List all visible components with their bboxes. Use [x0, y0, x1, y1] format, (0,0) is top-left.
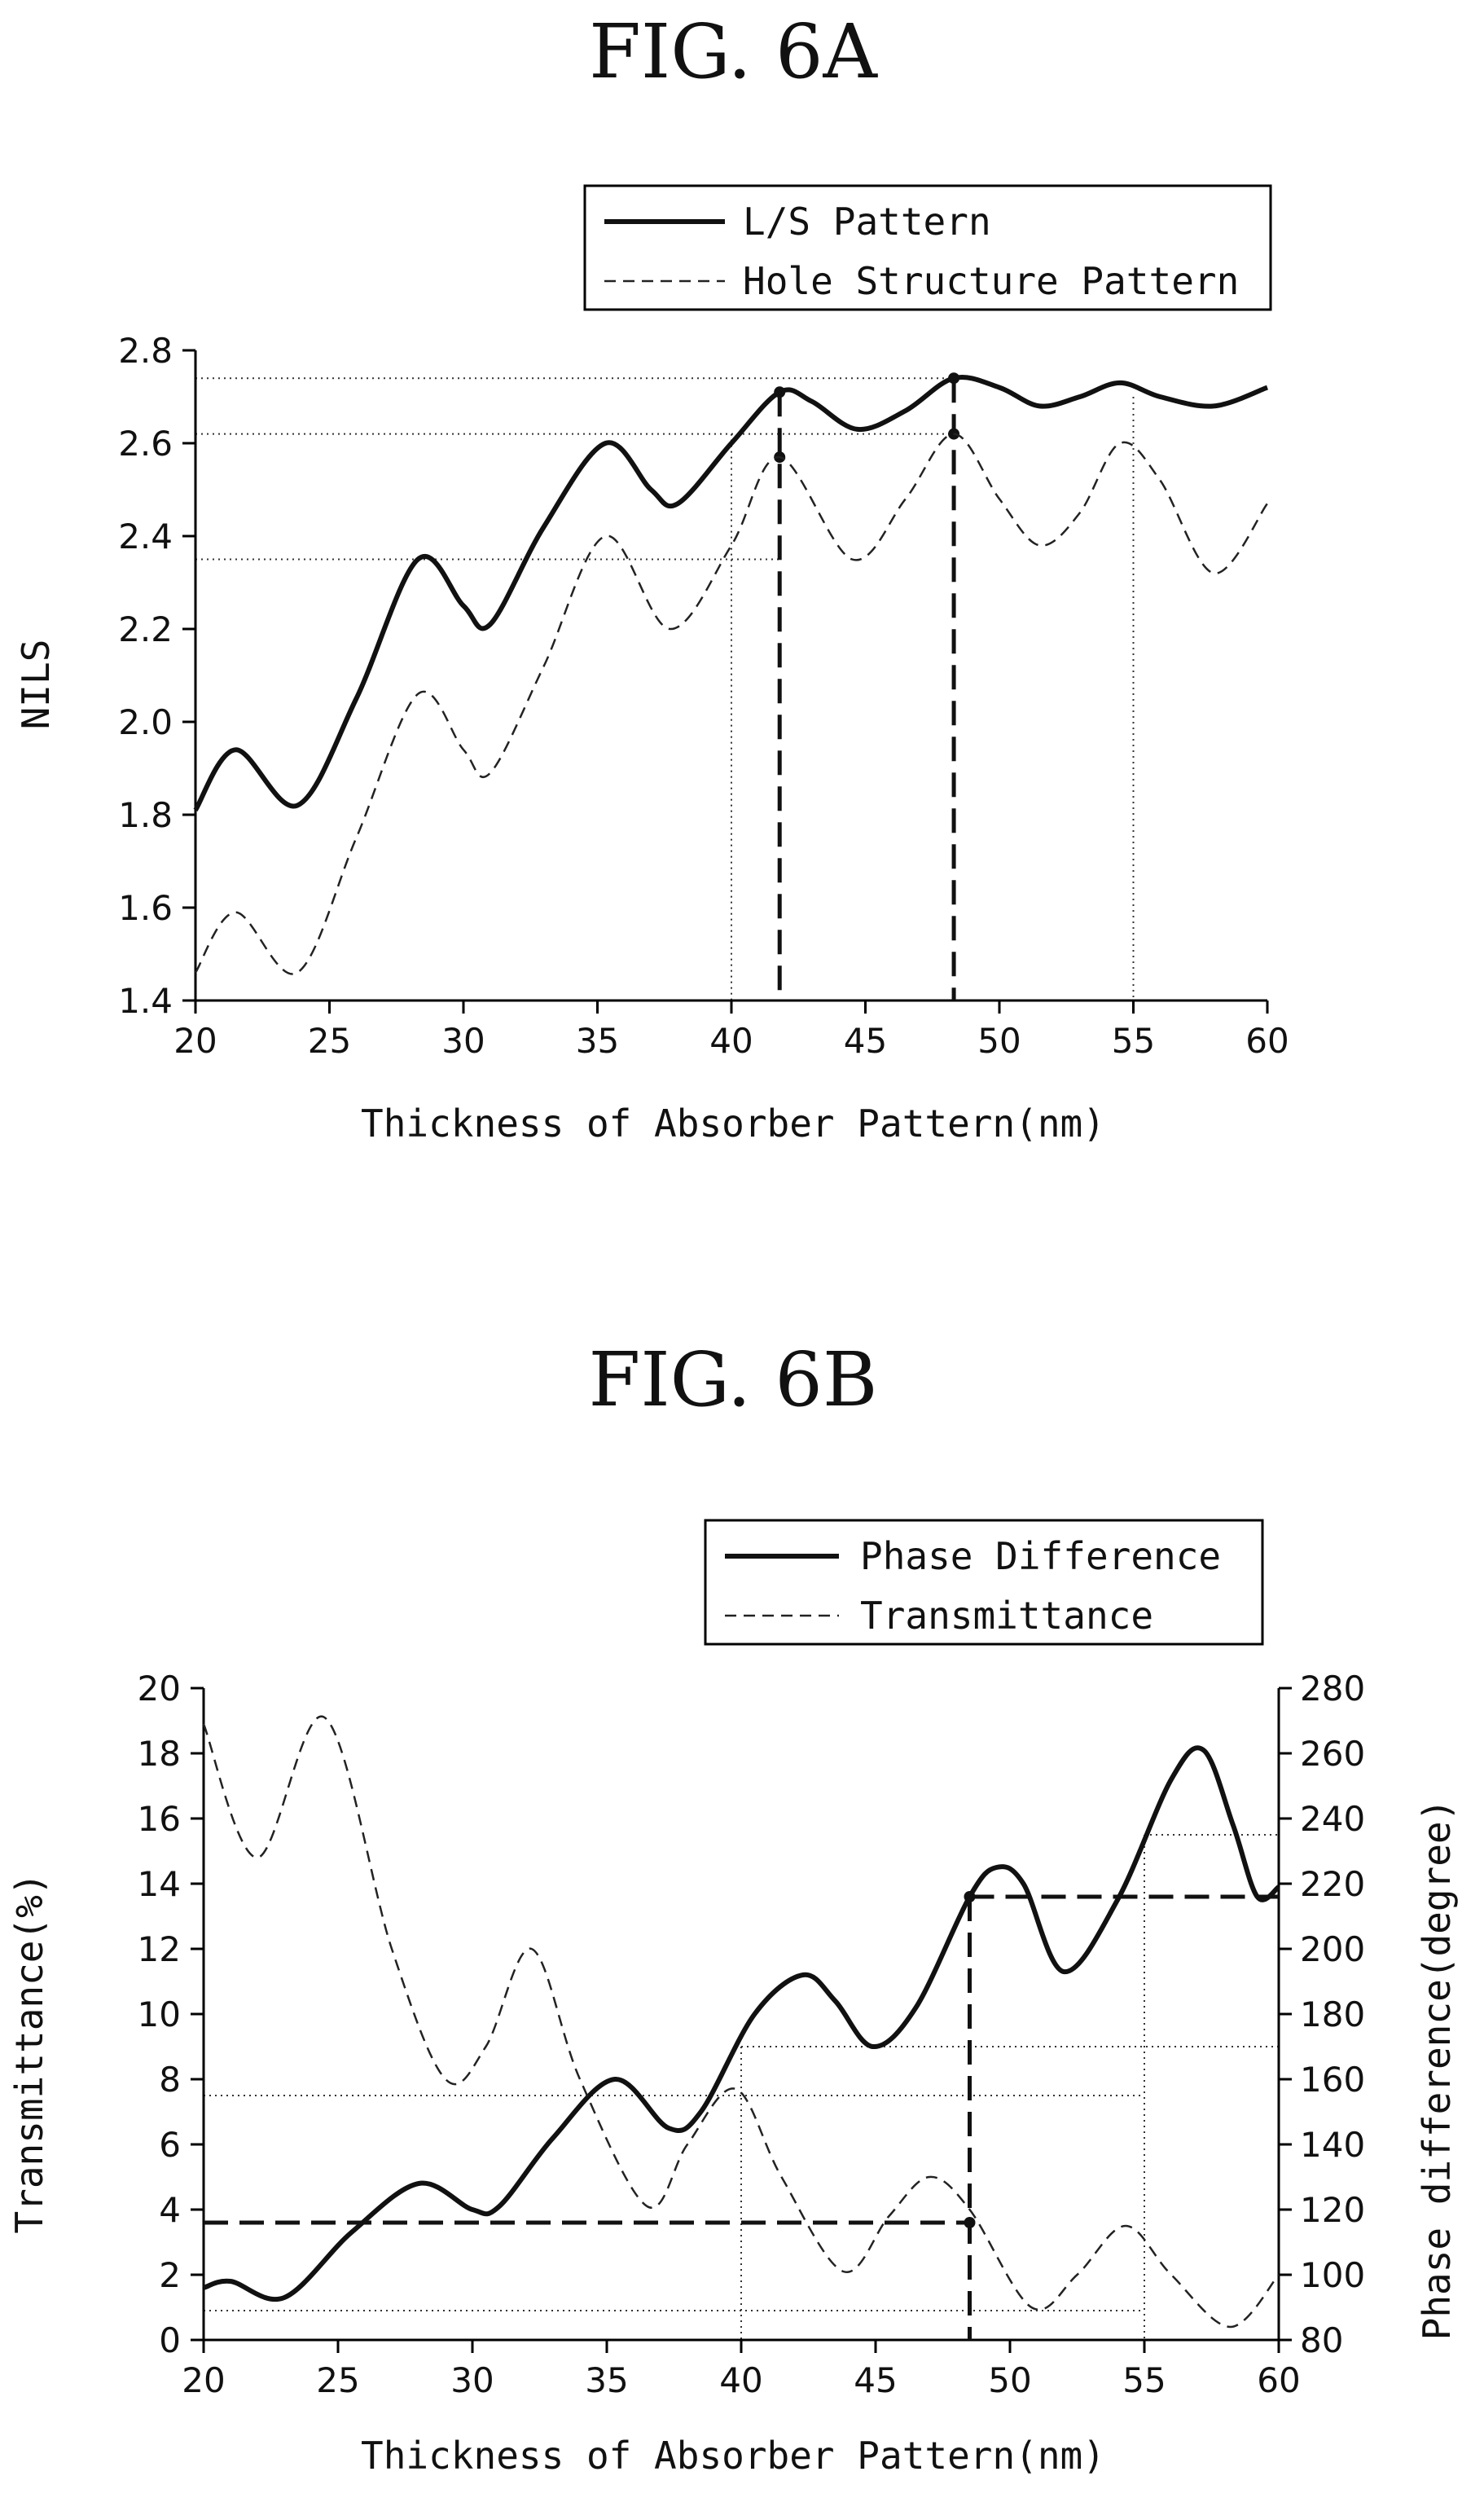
x-tick-label: 25	[316, 2360, 359, 2400]
figure-6a-plot-area: 20 25 30 35 40 45 50 55 60 1.4 1.6 1.8 2.0 2.2 2.4 2.6 2…	[118, 331, 1289, 1061]
legend-label-hole-structure: Hole Structure Pattern	[743, 259, 1239, 303]
x-tick-label: 50	[977, 1021, 1021, 1061]
figure-6b-x-axis-title: Thickness of Absorber Pattern(nm)	[361, 2434, 1105, 2478]
x-tick-label: 30	[441, 1021, 485, 1061]
x-tick-label: 20	[173, 1021, 217, 1061]
x-tick-label: 40	[709, 1021, 753, 1061]
x-tick-label: 40	[719, 2360, 762, 2400]
x-tick-label: 50	[988, 2360, 1031, 2400]
series-line-phase-difference	[203, 1745, 1280, 2302]
x-tick-label: 55	[1122, 2360, 1166, 2400]
x-tick-label: 30	[450, 2360, 494, 2400]
x-tick-label: 35	[585, 2360, 628, 2400]
marker-dot-transmittance	[964, 2217, 976, 2228]
y-tick-label: 2.0	[118, 702, 173, 742]
y2-tick-label: 140	[1300, 2125, 1365, 2165]
figure-6a: FIG. 6A L/S Pattern Hole Structure Patte…	[14, 8, 1289, 1146]
y2-tick-label: 220	[1300, 1864, 1365, 1904]
y-tick-label: 2.4	[118, 517, 173, 556]
figure-6b-y-axis-title: Transmittance(%)	[7, 1872, 51, 2233]
x-tick-label: 60	[1257, 2360, 1300, 2400]
y2-tick-label: 240	[1300, 1799, 1365, 1839]
y-tick-label: 10	[138, 1994, 181, 2034]
figure-6b-y2-axis-title: Phase difference(degree)	[1415, 1799, 1459, 2341]
x-tick-label: 55	[1112, 1021, 1155, 1061]
legend-box-a	[583, 184, 1272, 311]
y2-tick-label: 260	[1300, 1734, 1365, 1774]
y-tick-label: 2.6	[118, 424, 173, 464]
figure-6a-x-axis-title: Thickness of Absorber Pattern(nm)	[361, 1102, 1105, 1146]
y-tick-label: 8	[159, 2060, 181, 2100]
y-tick-label: 1.6	[118, 888, 173, 928]
series-line-hole-structure-pattern	[194, 433, 1269, 975]
figure-6b: FIG. 6B Phase Difference Transmittance 2…	[7, 1336, 1459, 2478]
legend-label-ls-pattern: L/S Pattern	[743, 200, 991, 244]
y-tick-label: 2.8	[118, 331, 173, 371]
y2-tick-label: 100	[1300, 2255, 1365, 2295]
y2-tick-label: 160	[1300, 2060, 1365, 2100]
y2-tick-label: 200	[1300, 1929, 1365, 1969]
y2-tick-label: 280	[1300, 1669, 1365, 1709]
x-tick-label: 35	[576, 1021, 619, 1061]
y-tick-label: 18	[138, 1734, 181, 1774]
y2-tick-label: 80	[1300, 2320, 1343, 2360]
y-tick-label: 1.8	[118, 795, 173, 835]
x-tick-label: 45	[854, 2360, 897, 2400]
x-tick-label: 20	[182, 2360, 225, 2400]
x-tick-label: 60	[1245, 1021, 1289, 1061]
figure-6b-title: FIG. 6B	[588, 1336, 877, 1423]
y-tick-label: 14	[138, 1864, 181, 1904]
y-tick-label: 12	[138, 1929, 181, 1969]
y-tick-label: 2	[159, 2255, 181, 2295]
y-tick-label: 0	[159, 2320, 181, 2360]
y-tick-label: 16	[138, 1799, 181, 1839]
y-tick-label: 20	[138, 1669, 181, 1709]
y-tick-label: 6	[159, 2125, 181, 2165]
figure-6a-y-axis-title: NILS	[14, 640, 58, 730]
figure-6a-legend: L/S Pattern Hole Structure Pattern	[583, 184, 1272, 311]
y2-tick-label: 180	[1300, 1994, 1365, 2034]
legend-label-transmittance: Transmittance	[860, 1594, 1153, 1638]
figure-6a-title: FIG. 6A	[589, 8, 878, 95]
legend-label-phase-difference: Phase Difference	[860, 1534, 1221, 1578]
series-line-l-s-pattern	[193, 375, 1269, 811]
y-tick-label: 4	[159, 2190, 181, 2230]
figure-6b-legend: Phase Difference Transmittance	[704, 1519, 1264, 1646]
y-tick-label: 2.2	[118, 609, 173, 649]
figure-6b-plot-area: 20 25 30 35 40 45 50 55 60 0 2 4 6 8 10 12 14 16 18 20 80 100…	[138, 1669, 1366, 2400]
y-tick-label: 1.4	[118, 981, 173, 1021]
y2-tick-label: 120	[1300, 2190, 1365, 2230]
series-line-transmittance	[202, 1715, 1280, 2329]
legend-box-b	[704, 1519, 1264, 1646]
x-tick-label: 45	[844, 1021, 887, 1061]
x-tick-label: 25	[308, 1021, 351, 1061]
